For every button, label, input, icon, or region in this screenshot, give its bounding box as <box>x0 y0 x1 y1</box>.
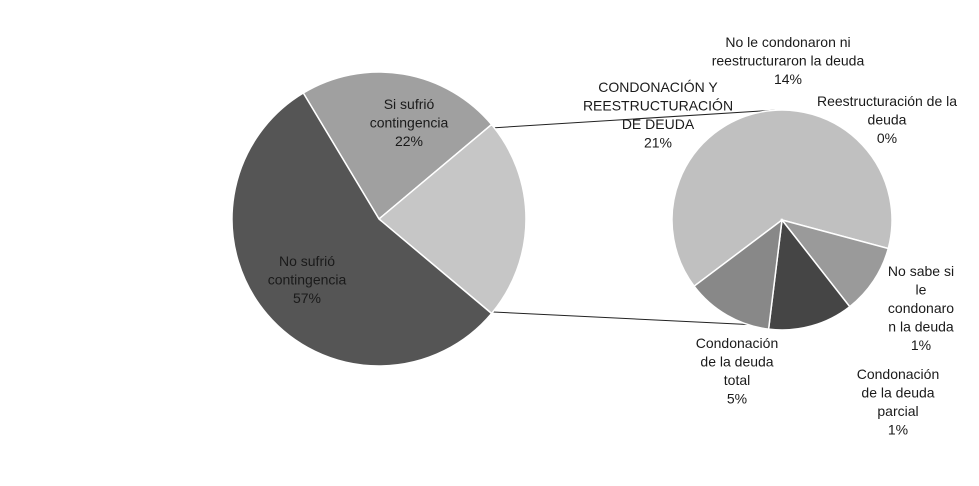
connector-top <box>490 109 778 129</box>
label-no-sabe-line: condonaro <box>888 300 954 316</box>
label-condonacion-parcial-line: de la deuda <box>861 385 934 401</box>
label-no-sabe: No sabe si le condonaro n la deuda 1% <box>888 263 954 353</box>
slice-condonacion-parcial <box>767 218 851 331</box>
label-no-sabe-line: n la deuda <box>888 319 954 335</box>
label-condonacion-parcial-line: Condonación <box>857 366 940 382</box>
label-condonacion-parcial-line: parcial <box>877 403 918 419</box>
slice-condonacion-reestructuracion <box>377 123 527 315</box>
label-reestructuracion-line: 0% <box>877 130 897 146</box>
label-condonacion-reestructuracion-line: REESTRUCTURACIÓN <box>583 98 733 114</box>
connector-bottom <box>492 311 778 327</box>
slice-no-sufrio <box>231 91 493 367</box>
label-condonacion-reestructuracion-line: 21% <box>644 135 672 151</box>
slice-no-condonaron <box>671 109 893 288</box>
label-condonacion-reestructuracion: CONDONACIÓN Y REESTRUCTURACIÓN DE DEUDA 21% <box>583 79 733 151</box>
label-no-condonaron-line: 14% <box>774 71 802 87</box>
label-no-sufrio-line: contingencia <box>268 272 347 288</box>
label-no-sufrio-line: 57% <box>293 290 321 306</box>
label-reestructuracion-line: deuda <box>868 112 907 128</box>
label-no-sabe-line: No sabe si <box>888 263 954 279</box>
label-si-sufrio-line: contingencia <box>370 115 449 131</box>
label-no-sufrio: No sufrió contingencia 57% <box>268 253 347 306</box>
label-condonacion-parcial-line: 1% <box>888 422 908 438</box>
label-reestructuracion: Reestructuración de la deuda 0% <box>817 93 957 146</box>
label-reestructuracion-line: Reestructuración de la <box>817 93 957 109</box>
label-si-sufrio-line: 22% <box>395 133 423 149</box>
label-no-sabe-line: 1% <box>911 337 931 353</box>
label-condonacion-reestructuracion-line: CONDONACIÓN Y <box>598 79 718 95</box>
slice-condonacion-total <box>693 218 783 331</box>
label-condonacion-total-line: total <box>724 372 750 388</box>
label-condonacion-reestructuracion-line: DE DEUDA <box>622 116 695 132</box>
label-no-sabe-line: le <box>916 282 927 298</box>
label-no-condonaron-line: reestructuraron la deuda <box>712 53 865 69</box>
label-condonacion-total-line: de la deuda <box>700 354 773 370</box>
label-condonacion-total-line: Condonación <box>696 335 779 351</box>
label-si-sufrio-line: Si sufrió <box>384 96 435 112</box>
label-no-condonaron: No le condonaron ni reestructuraron la de… <box>712 34 865 87</box>
slice-no-sabe <box>780 218 890 308</box>
label-condonacion-total: Condonación de la deuda total 5% <box>696 335 779 407</box>
label-condonacion-parcial: Condonación de la deuda parcial 1% <box>857 366 940 438</box>
label-no-condonaron-line: No le condonaron ni <box>725 34 850 50</box>
label-condonacion-total-line: 5% <box>727 391 747 407</box>
label-si-sufrio: Si sufrió contingencia 22% <box>370 96 449 149</box>
label-no-sufrio-line: No sufrió <box>279 253 335 269</box>
slice-si-sufrio <box>302 71 493 221</box>
